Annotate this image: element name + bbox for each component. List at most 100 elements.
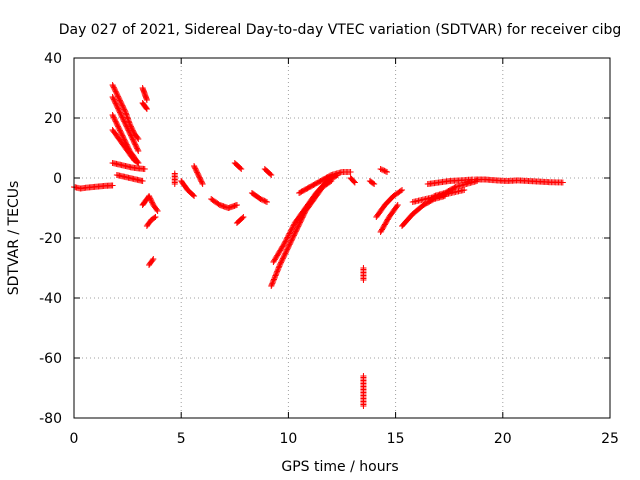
series-dots-4.7h <box>171 170 178 187</box>
series-arc-7 <box>139 85 150 103</box>
data-point <box>193 168 200 175</box>
data-point <box>129 135 136 142</box>
data-point <box>115 94 122 101</box>
data-point <box>125 127 132 134</box>
data-point <box>117 128 124 135</box>
data-point <box>285 231 292 238</box>
data-point <box>109 112 116 118</box>
data-point <box>126 128 133 135</box>
data-point <box>116 97 123 104</box>
data-point <box>191 164 198 171</box>
data-point <box>275 264 282 271</box>
data-point <box>120 115 127 122</box>
data-point <box>293 227 300 234</box>
data-point <box>194 169 201 176</box>
data-point <box>285 244 292 250</box>
chart-title: Day 027 of 2021, Sidereal Day-to-day VTE… <box>59 22 622 38</box>
data-point <box>283 237 290 244</box>
data-point <box>270 276 277 283</box>
series-outlier-2 <box>360 373 367 409</box>
data-point <box>114 92 121 99</box>
data-point <box>260 197 267 204</box>
data-point <box>135 148 142 154</box>
data-point <box>113 119 120 126</box>
data-point <box>196 174 203 181</box>
data-point <box>135 160 142 166</box>
data-point <box>277 260 284 267</box>
data-point <box>382 168 389 175</box>
data-point <box>282 250 289 257</box>
data-point <box>171 181 178 187</box>
data-point <box>295 222 302 229</box>
data-point <box>274 267 281 274</box>
data-point <box>112 88 119 95</box>
data-point <box>118 100 125 106</box>
data-point <box>287 238 294 245</box>
data-point <box>237 165 244 171</box>
data-point <box>289 223 296 230</box>
data-point <box>269 279 276 286</box>
data-point <box>268 283 275 289</box>
data-point <box>287 227 294 234</box>
data-point <box>112 99 119 106</box>
data-point <box>289 225 296 232</box>
data-point <box>288 237 295 244</box>
data-point <box>143 106 150 112</box>
data-point <box>110 84 117 91</box>
series-arc-25 <box>377 202 401 235</box>
data-point <box>110 114 117 121</box>
data-point <box>351 179 358 186</box>
data-point <box>351 178 358 185</box>
data-point <box>268 281 275 288</box>
series-arc-13 <box>208 196 240 211</box>
data-point <box>399 187 406 193</box>
data-point <box>275 265 282 272</box>
series-arc-4 <box>109 127 142 166</box>
data-point <box>283 247 290 254</box>
series-arc-24 <box>373 187 406 220</box>
series-arc-30 <box>471 176 566 186</box>
data-point <box>113 89 120 96</box>
data-point <box>118 131 125 138</box>
data-point <box>194 170 201 177</box>
data-point <box>149 257 156 264</box>
data-point <box>120 135 127 142</box>
plot-frame <box>73 57 611 419</box>
data-point <box>257 196 264 202</box>
data-point <box>287 240 294 247</box>
data-point <box>127 131 134 138</box>
data-point <box>116 108 123 115</box>
data-point <box>281 251 288 258</box>
data-point <box>121 119 128 126</box>
data-point <box>283 235 290 242</box>
data-point <box>397 187 404 194</box>
data-point <box>143 105 150 111</box>
data-point <box>192 166 199 173</box>
data-point <box>146 193 153 199</box>
x-tick-label: 5 <box>177 431 186 447</box>
data-point <box>295 223 302 230</box>
data-point <box>290 232 297 239</box>
data-point <box>113 103 120 109</box>
data-point <box>118 130 125 136</box>
data-point <box>120 117 127 124</box>
data-point <box>191 163 198 169</box>
data-point <box>109 182 116 189</box>
data-point <box>124 126 131 133</box>
series-dots-3h <box>139 193 161 214</box>
data-point <box>280 242 287 249</box>
data-point <box>141 166 148 172</box>
data-point <box>134 146 141 153</box>
data-point <box>240 214 247 220</box>
data-point <box>134 159 141 166</box>
data-point <box>118 113 125 120</box>
data-point <box>149 199 156 206</box>
series-arc-17 <box>261 166 275 178</box>
series-arc-23 <box>377 166 391 175</box>
data-point <box>263 199 270 205</box>
data-point <box>289 235 296 241</box>
data-point <box>132 141 139 148</box>
series-arc-2 <box>109 94 142 154</box>
data-point <box>289 236 296 243</box>
